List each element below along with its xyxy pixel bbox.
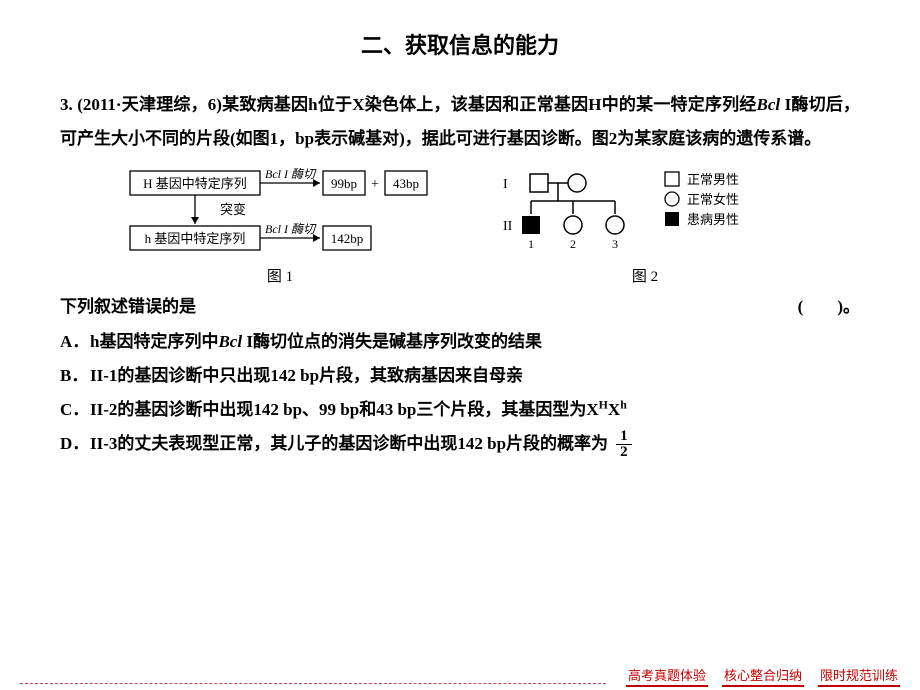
question-number: 3. xyxy=(60,95,73,114)
nav-buttons: 高考真题体验 核心整合归纳 限时规范训练 xyxy=(626,663,920,690)
figure-1-caption: 图 1 xyxy=(125,265,435,286)
options-list: A． h基因特定序列中Bcl I酶切位点的消失是碱基序列改变的结果 B． II-… xyxy=(60,325,860,461)
frac-denominator: 2 xyxy=(616,445,632,460)
figure-1-svg: H 基因中特定序列 Bcl I 酶切 99bp + 43bp 突变 h 基因中特… xyxy=(125,166,435,256)
opt-a-bcl: Bcl xyxy=(218,332,246,351)
gen-1-label: I xyxy=(503,177,508,192)
frac-numerator: 1 xyxy=(616,429,632,445)
prompt-line: 下列叙述错误的是 ( )。 xyxy=(60,292,860,317)
nav-btn-pastpapers[interactable]: 高考真题体验 xyxy=(626,663,708,687)
figures-row: H 基因中特定序列 Bcl I 酶切 99bp + 43bp 突变 h 基因中特… xyxy=(60,166,860,286)
child-1: 1 xyxy=(528,237,534,251)
fraction-one-half: 1 2 xyxy=(616,429,632,460)
nav-btn-practice[interactable]: 限时规范训练 xyxy=(818,663,900,687)
option-a-label: A． xyxy=(60,325,90,359)
fig1-enz-bot: Bcl I 酶切 xyxy=(265,222,317,236)
figure-2-svg: I II 1 2 3 正常男性 正常女性 xyxy=(495,166,795,256)
fig1-plus: + xyxy=(371,177,379,192)
fig1-box-h: h 基因中特定序列 xyxy=(145,231,246,246)
option-d: D． II-3的丈夫表现型正常，其儿子的基因诊断中出现142 bp片段的概率为 … xyxy=(60,427,860,461)
fig1-99bp: 99bp xyxy=(331,176,357,191)
opt-d-text: II-3的丈夫表现型正常，其儿子的基因诊断中出现142 bp片段的概率为 xyxy=(90,427,608,461)
fig1-43bp: 43bp xyxy=(393,176,419,191)
gen-2-label: II xyxy=(503,219,513,234)
opt-c-supH: H xyxy=(599,397,608,411)
legend-normal-male: 正常男性 xyxy=(687,172,739,187)
option-b-label: B． xyxy=(60,359,90,393)
option-c: C． II-2的基因诊断中出现142 bp、99 bp和43 bp三个片段，其基… xyxy=(60,393,860,427)
opt-c-mid: X xyxy=(608,400,620,419)
option-c-label: C． xyxy=(60,393,90,427)
fig1-box-H: H 基因中特定序列 xyxy=(143,176,247,191)
option-a: A． h基因特定序列中Bcl I酶切位点的消失是碱基序列改变的结果 xyxy=(60,325,860,359)
opt-c-suph: h xyxy=(620,397,627,411)
answer-blank: ( )。 xyxy=(798,292,860,317)
fig1-142bp: 142bp xyxy=(331,231,364,246)
opt-a-pre: h基因特定序列中 xyxy=(90,332,218,351)
child-2: 2 xyxy=(570,237,576,251)
fig1-enz-top: Bcl I 酶切 xyxy=(265,167,317,181)
dashed-rule xyxy=(20,683,606,684)
fig1-mutation: 突变 xyxy=(220,202,246,217)
legend-affected-male: 患病男性 xyxy=(687,212,739,227)
legend-normal-female: 正常女性 xyxy=(687,192,739,207)
question-block: 3. (2011·天津理综，6)某致病基因h位于X染色体上，该基因和正常基因H中… xyxy=(0,88,920,461)
figure-2: I II 1 2 3 正常男性 正常女性 xyxy=(495,166,795,286)
stem-a: 某致病基因h位于X染色体上，该基因和正常基因H中的某一特定序列经 xyxy=(222,95,757,114)
figure-2-caption: 图 2 xyxy=(495,265,795,286)
opt-a-post: I酶切位点的消失是碱基序列改变的结果 xyxy=(246,332,542,351)
option-d-label: D． xyxy=(60,427,90,461)
bottom-nav-bar: 高考真题体验 核心整合归纳 限时规范训练 xyxy=(0,660,920,690)
section-title: 二、获取信息的能力 xyxy=(0,0,920,88)
child-3: 3 xyxy=(612,237,618,251)
opt-b-text: II-1的基因诊断中只出现142 bp片段，其致病基因来自母亲 xyxy=(90,359,523,393)
question-source: (2011·天津理综，6) xyxy=(77,95,222,114)
enzyme-name: Bcl xyxy=(757,95,785,114)
option-b: B． II-1的基因诊断中只出现142 bp片段，其致病基因来自母亲 xyxy=(60,359,860,393)
nav-btn-summary[interactable]: 核心整合归纳 xyxy=(722,663,804,687)
prompt-text: 下列叙述错误的是 xyxy=(60,292,196,317)
figure-1: H 基因中特定序列 Bcl I 酶切 99bp + 43bp 突变 h 基因中特… xyxy=(125,166,435,286)
question-stem: 3. (2011·天津理综，6)某致病基因h位于X染色体上，该基因和正常基因H中… xyxy=(60,88,860,156)
opt-c-pre: II-2的基因诊断中出现142 bp、99 bp和43 bp三个片段，其基因型为… xyxy=(90,400,599,419)
